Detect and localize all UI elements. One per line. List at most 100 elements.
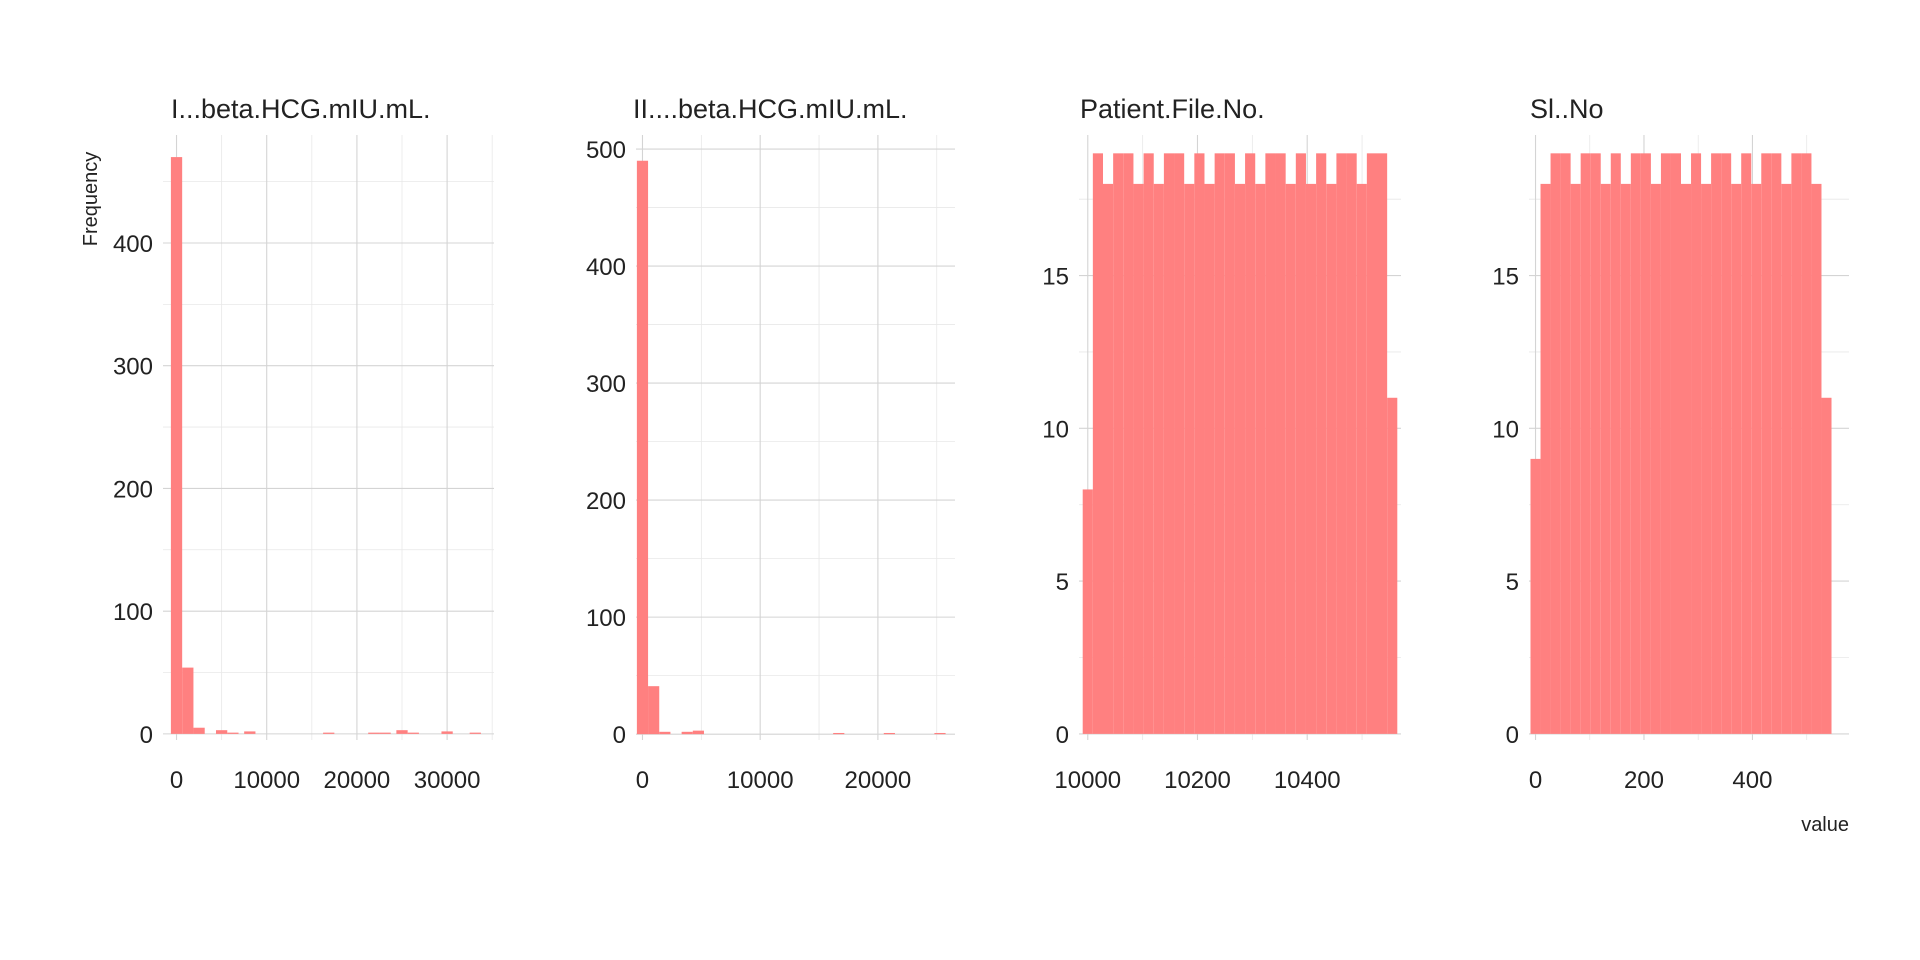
histogram-bar — [1580, 153, 1591, 734]
histogram-bar — [469, 732, 481, 734]
facet-panel-2: 0 10000 20000 0 100 200 300 400 500 II....beta.HC… — [586, 94, 955, 794]
histogram-bars — [1530, 153, 1832, 734]
histogram-bar — [1143, 153, 1154, 734]
histogram-bar — [1224, 153, 1235, 734]
histogram-bar — [1214, 153, 1225, 734]
histogram-bar — [1184, 183, 1195, 734]
histogram-bar — [1204, 183, 1215, 734]
y-tick-label: 10 — [1042, 416, 1069, 443]
histogram-bar — [1751, 183, 1762, 734]
histogram-bar — [323, 732, 335, 734]
x-tick-label: 30000 — [414, 767, 481, 794]
histogram-bar — [1163, 153, 1175, 734]
histogram-bar — [1761, 153, 1772, 734]
histogram-bar — [368, 732, 380, 734]
histogram-bar — [1741, 153, 1752, 734]
x-axis-title: value — [1801, 814, 1849, 836]
histogram-bar — [1650, 183, 1661, 734]
histogram-bar — [1082, 489, 1093, 734]
histogram-bar — [1092, 153, 1103, 734]
facet-title: Sl..No — [1530, 94, 1604, 124]
histogram-bar — [648, 686, 660, 735]
histogram-bar — [1285, 183, 1296, 734]
x-tick-label: 10000 — [727, 767, 794, 794]
histogram-bar — [1691, 153, 1702, 734]
histogram-bar — [379, 732, 391, 734]
histogram-bar — [1133, 183, 1144, 734]
minor-gridlines — [636, 135, 955, 740]
histogram-bar — [1387, 397, 1398, 734]
histogram-bar — [681, 731, 693, 735]
x-tick-label: 0 — [170, 767, 183, 794]
histogram-bar — [1530, 458, 1541, 734]
histogram-bar — [1295, 153, 1306, 734]
histogram-bar — [1356, 183, 1367, 734]
histogram-bar — [1701, 183, 1712, 734]
histogram-bar — [407, 732, 419, 734]
x-tick-label: 200 — [1624, 767, 1664, 794]
histogram-bar — [1245, 153, 1256, 734]
x-tick-label: 10200 — [1164, 767, 1231, 794]
x-tick-label: 0 — [1529, 767, 1542, 794]
y-tick-label: 15 — [1492, 264, 1519, 291]
histogram-bar — [1681, 183, 1692, 734]
histogram-bar — [1123, 153, 1134, 734]
x-tick-label: 20000 — [845, 767, 912, 794]
histogram-bar — [659, 731, 671, 735]
major-gridlines — [636, 135, 955, 740]
histogram-bar — [883, 732, 895, 735]
histogram-bar — [1550, 153, 1561, 734]
histogram-bar — [1377, 153, 1388, 734]
y-tick-label: 0 — [613, 722, 626, 749]
y-tick-label: 10 — [1492, 416, 1519, 443]
x-tick-label: 10400 — [1274, 767, 1341, 794]
histogram-bar — [1560, 153, 1571, 734]
histogram-bar — [1670, 153, 1681, 734]
histogram-bar — [833, 732, 845, 735]
facet-panel-3: 10000 10200 10400 0 5 10 15 Patient.File.No. — [1042, 94, 1401, 794]
y-tick-label: 500 — [586, 137, 626, 164]
y-tick-label: 200 — [586, 488, 626, 515]
histogram-bar — [1801, 153, 1812, 734]
histogram-bar — [1316, 153, 1327, 734]
facet-panel-4: 0 200 400 0 5 10 15 Sl..No — [1492, 94, 1849, 794]
histogram-bar — [1721, 153, 1732, 734]
histogram-bar — [193, 727, 205, 734]
histogram-bar — [692, 730, 704, 735]
histogram-bar — [227, 732, 239, 734]
facet-title: II....beta.HCG.mIU.mL. — [633, 94, 908, 124]
histogram-bars — [1082, 153, 1398, 734]
y-tick-label: 300 — [113, 354, 153, 381]
y-axis-title: Frequency — [80, 152, 102, 247]
histogram-bar — [1781, 183, 1792, 734]
histogram-bar — [1305, 183, 1317, 734]
histogram-bar — [1326, 183, 1337, 734]
facets: 0 10000 20000 300000100200300400I...beta.HC… — [113, 94, 1849, 794]
y-tick-label: 400 — [586, 254, 626, 281]
y-tick-label: 100 — [586, 605, 626, 632]
minor-gridlines — [163, 135, 494, 740]
histogram-bar — [1366, 153, 1378, 734]
histogram-bar — [1620, 183, 1631, 734]
y-tick-label: 0 — [1056, 722, 1069, 749]
x-tick-label: 10000 — [1054, 767, 1121, 794]
histogram-bar — [1791, 153, 1802, 734]
y-tick-label: 5 — [1506, 569, 1519, 596]
histogram-bar — [1113, 153, 1124, 734]
histogram-bar — [244, 731, 256, 734]
y-tick-label: 400 — [113, 231, 153, 258]
histogram-bar — [1590, 153, 1601, 734]
histogram-bar — [215, 730, 228, 734]
y-tick-label: 0 — [140, 722, 153, 749]
facet-panel-1: 0 10000 20000 30000 0 100 200 300 400 I...beta.HC… — [113, 94, 494, 794]
x-tick-label: 20000 — [324, 767, 391, 794]
facet-title: I...beta.HCG.mIU.mL. — [171, 94, 431, 124]
x-tick-label: 400 — [1732, 767, 1772, 794]
histogram-bar — [1336, 153, 1347, 734]
histogram-bar — [1255, 183, 1266, 734]
histogram-bar — [1346, 153, 1357, 734]
y-tick-label: 200 — [113, 476, 153, 503]
major-gridlines — [163, 135, 494, 740]
y-tick-label: 0 — [1506, 722, 1519, 749]
